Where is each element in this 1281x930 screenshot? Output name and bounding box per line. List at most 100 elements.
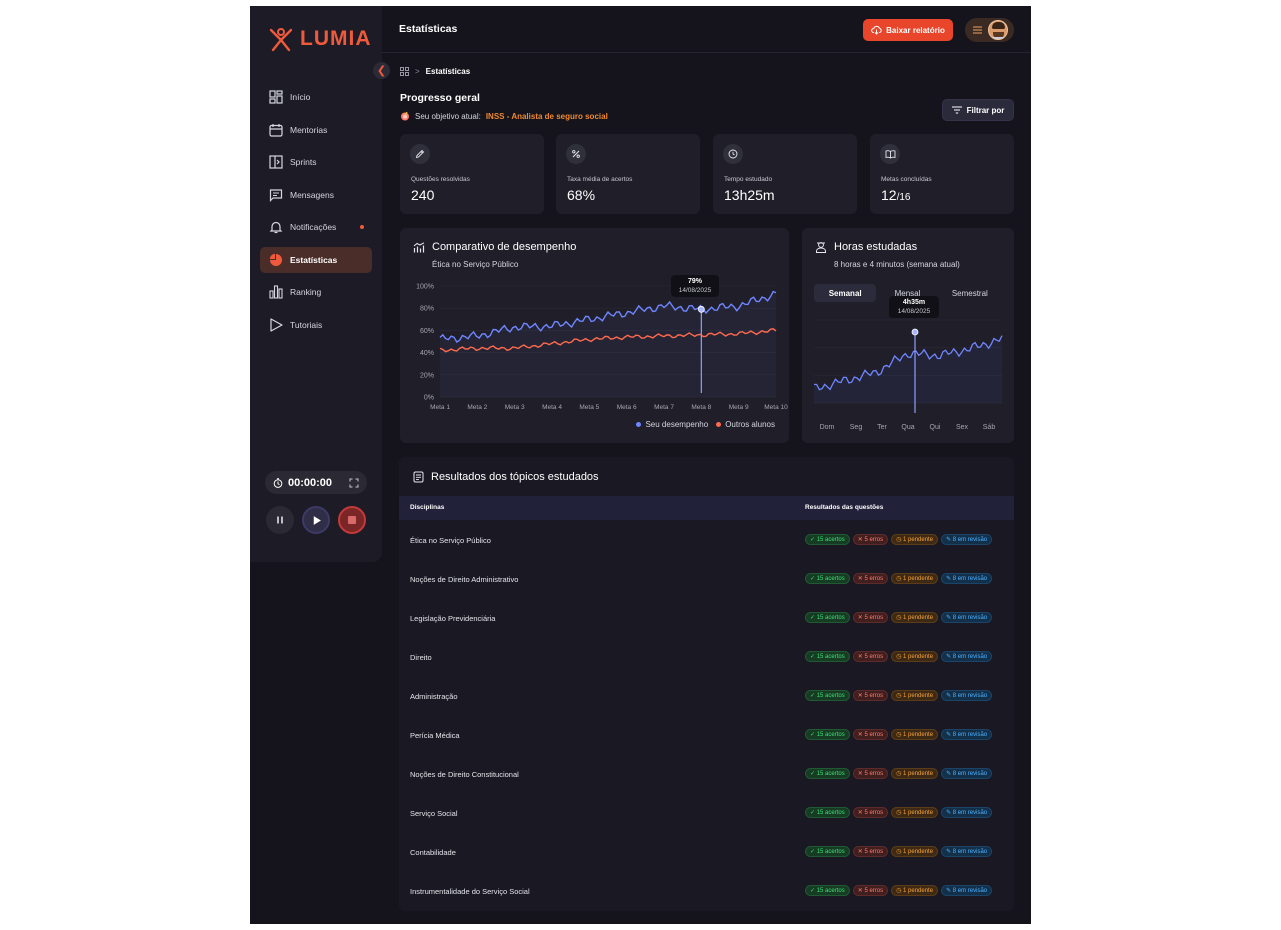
pause-button[interactable] <box>266 506 294 534</box>
table-row[interactable]: Noções de Direito Constitucional ✓ 15 ace… <box>399 754 1014 793</box>
table-row[interactable]: Ética no Serviço Público ✓ 15 acertos ✕ 5 … <box>399 520 1014 559</box>
legend-label: Outros alunos <box>725 420 775 429</box>
sidebar-item-mentorias[interactable]: Mentorias <box>260 117 372 143</box>
hover-point <box>911 328 919 336</box>
x-tick-label: Seg <box>850 424 863 431</box>
discipline-name: Legislação Previdenciária <box>410 614 496 623</box>
review-badge: ✎ 8 em revisão <box>941 651 993 662</box>
sidebar-item-tutoriais[interactable]: Tutoriais <box>260 312 372 338</box>
x-tick-label: Qui <box>930 424 941 431</box>
target-icon <box>401 111 409 121</box>
collapse-sidebar-button[interactable]: ❮ <box>373 62 390 79</box>
discipline-name: Instrumentalidade do Serviço Social <box>410 887 530 896</box>
review-badge: ✎ 8 em revisão <box>941 612 993 623</box>
sidebar-item-sprints[interactable]: Sprints <box>260 149 372 175</box>
table-row[interactable]: Legislação Previdenciária ✓ 15 acertos ✕ 5… <box>399 598 1014 637</box>
sidebar-item-mensagens[interactable]: Mensagens <box>260 182 372 208</box>
discipline-name: Administração <box>410 692 458 701</box>
table-row[interactable]: Instrumentalidade do Serviço Social ✓ 15 … <box>399 871 1014 910</box>
hours-chart: Dom Seg Ter Qua Qui Sex Sáb <box>813 319 1003 431</box>
column-header-results[interactable]: Resultados das questões <box>805 504 884 511</box>
x-tick-label: Meta 9 <box>729 404 749 411</box>
x-tick-label: Meta 6 <box>617 404 637 411</box>
result-badges: ✓ 15 acertos ✕ 5 erros ◷ 1 pendente ✎ 8 em … <box>805 768 993 779</box>
correct-badge: ✓ 15 acertos <box>805 846 850 857</box>
bar-chart-icon <box>269 285 283 299</box>
discipline-name: Perícia Médica <box>410 731 460 740</box>
result-badges: ✓ 15 acertos ✕ 5 erros ◷ 1 pendente ✎ 8 em … <box>805 690 993 701</box>
stat-label: Metas concluídas <box>881 176 932 183</box>
correct-badge: ✓ 15 acertos <box>805 729 850 740</box>
series-area <box>440 291 776 397</box>
x-tick-label: Sex <box>956 424 969 431</box>
table-row[interactable]: Serviço Social ✓ 15 acertos ✕ 5 erros ◷ 1 p… <box>399 793 1014 832</box>
stat-card-time: Tempo estudado 13h25m <box>713 134 857 214</box>
sidebar-item-notificacoes[interactable]: Notificações <box>260 214 372 240</box>
pie-chart-icon <box>269 253 282 266</box>
errors-badge: ✕ 5 erros <box>852 651 889 662</box>
student-icon <box>816 242 826 253</box>
correct-badge: ✓ 15 acertos <box>805 651 850 662</box>
y-tick-label: 60% <box>420 328 434 335</box>
download-report-button[interactable]: Baixar relatório <box>863 19 953 41</box>
performance-chart-card: Comparativo de desempenho Ética no Servi… <box>400 228 789 443</box>
breadcrumb: > Estatísticas <box>400 67 470 76</box>
stat-label: Questões resolvidas <box>411 176 470 183</box>
errors-badge: ✕ 5 erros <box>852 768 889 779</box>
bell-icon <box>269 221 283 234</box>
sidebar-item-inicio[interactable]: Início <box>260 84 372 110</box>
tab-semanal[interactable]: Semanal <box>814 284 877 302</box>
stop-button[interactable] <box>338 506 366 534</box>
column-header-disciplines[interactable]: Disciplinas <box>410 504 445 511</box>
table-row[interactable]: Noções de Direito Administrativo ✓ 15 ace… <box>399 559 1014 598</box>
review-badge: ✎ 8 em revisão <box>941 729 993 740</box>
legend-item-others[interactable]: Outros alunos <box>716 420 775 429</box>
table-row[interactable]: Direito ✓ 15 acertos ✕ 5 erros ◷ 1 pendente… <box>399 637 1014 676</box>
hours-title: Horas estudadas <box>834 241 918 253</box>
book-icon <box>885 150 895 159</box>
x-tick-label: Meta 10 <box>764 404 788 411</box>
pending-badge: ◷ 1 pendente <box>891 612 939 623</box>
app-window: LUMIA ❮ Início Mentorias Sprints Mensage… <box>250 6 1031 924</box>
sidebar-nav: Início Mentorias Sprints Mensagens Notif… <box>260 84 372 344</box>
period-tabs: Semanal Mensal Semestral <box>814 284 1001 302</box>
chart-trend-icon <box>413 241 425 252</box>
tooltip-date: 14/08/2025 <box>678 287 712 294</box>
stat-label: Taxa média de acertos <box>567 176 633 183</box>
filter-button[interactable]: Filtrar por <box>942 99 1014 121</box>
sidebar-item-label: Estatísticas <box>290 254 338 265</box>
chevron-right-icon: > <box>415 67 420 76</box>
tab-semestral[interactable]: Semestral <box>951 288 988 298</box>
sidebar-item-estatisticas[interactable]: Estatísticas <box>260 246 372 273</box>
play-outline-icon <box>270 317 283 332</box>
hours-tooltip: 4h35m 14/08/2025 <box>889 296 939 318</box>
calendar-icon <box>269 123 283 137</box>
breadcrumb-current: Estatísticas <box>425 67 471 76</box>
current-goal: Seu objetivo atual: INSS - Analista de s… <box>400 111 608 121</box>
legend-item-mine[interactable]: Seu desempenho <box>636 420 708 429</box>
errors-badge: ✕ 5 erros <box>852 846 889 857</box>
correct-badge: ✓ 15 acertos <box>805 573 850 584</box>
clock-icon <box>728 149 738 159</box>
play-button[interactable] <box>302 506 330 534</box>
user-menu[interactable] <box>965 18 1014 42</box>
stat-value: 240 <box>411 187 435 203</box>
expand-icon[interactable] <box>349 478 359 488</box>
sidebar-item-label: Notificações <box>290 222 337 232</box>
sidebar-item-ranking[interactable]: Ranking <box>260 279 372 305</box>
table-row[interactable]: Contabilidade ✓ 15 acertos ✕ 5 erros ◷ 1 pe… <box>399 832 1014 871</box>
x-tick-label: Meta 5 <box>579 404 599 411</box>
goal-value[interactable]: INSS - Analista de seguro social <box>485 111 608 121</box>
pending-badge: ◷ 1 pendente <box>891 885 939 896</box>
table-row[interactable]: Administração ✓ 15 acertos ✕ 5 erros ◷ 1 pe… <box>399 676 1014 715</box>
pending-badge: ◷ 1 pendente <box>891 534 939 545</box>
home-grid-icon[interactable] <box>400 67 409 76</box>
result-badges: ✓ 15 acertos ✕ 5 erros ◷ 1 pendente ✎ 8 em … <box>805 729 993 740</box>
play-icon <box>313 515 321 525</box>
table-row[interactable]: Perícia Médica ✓ 15 acertos ✕ 5 erros ◷ 1 p… <box>399 715 1014 754</box>
tab-mensal[interactable]: Mensal <box>894 288 921 298</box>
logo[interactable]: LUMIA <box>268 26 372 52</box>
errors-badge: ✕ 5 erros <box>852 729 889 740</box>
study-timer: 00:00:00 <box>265 471 367 494</box>
tooltip-value: 4h35m <box>902 299 926 306</box>
